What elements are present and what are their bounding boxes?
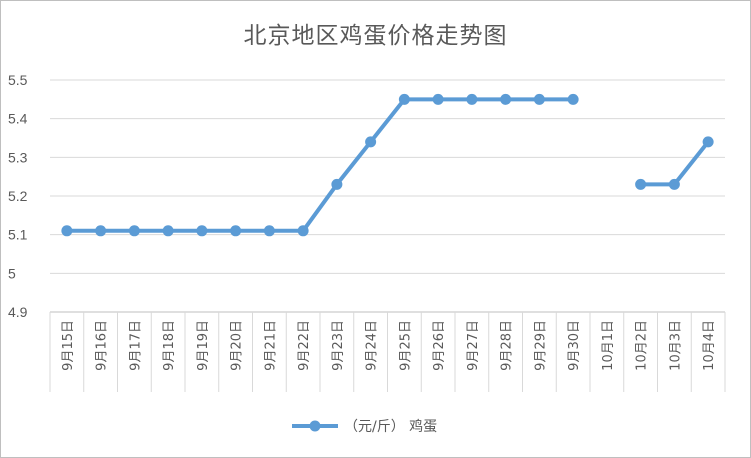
data-point: [95, 225, 107, 237]
x-tick-label: 9月19日: [196, 320, 211, 371]
data-point: [162, 225, 174, 237]
x-axis-ticks: 9月15日 9月16日 9月17日 9月18日 9月19日 9月20日 9月21日 9月22日…: [61, 320, 717, 371]
x-tick-label: 9月17日: [128, 320, 143, 371]
data-point: [297, 225, 309, 237]
data-point: [500, 93, 512, 105]
gridlines: [50, 79, 725, 274]
data-point: [365, 136, 377, 148]
x-tick-label: 9月30日: [567, 320, 582, 371]
x-tick-label: 9月25日: [398, 320, 413, 371]
x-tick-label: 9月18日: [162, 320, 177, 371]
x-tick-label: 9月23日: [331, 320, 346, 371]
data-point: [61, 225, 73, 237]
data-point: [432, 93, 444, 105]
x-tick-label: 9月28日: [500, 320, 515, 371]
data-point: [567, 93, 579, 105]
data-point: [196, 225, 208, 237]
data-point: [533, 93, 545, 105]
data-point: [635, 178, 647, 190]
y-tick-label: 4.9: [8, 304, 28, 320]
data-point: [331, 178, 343, 190]
x-tick-label: 9月26日: [432, 320, 447, 371]
series-line: [638, 139, 711, 187]
x-tick-label: 10月1日: [601, 320, 616, 371]
x-tick-label: 10月2日: [635, 320, 650, 371]
data-point: [466, 93, 478, 105]
x-tick-label: 9月29日: [533, 320, 548, 371]
x-tick-label: 9月20日: [230, 320, 245, 371]
x-tick-label: 9月24日: [365, 320, 380, 371]
data-point: [263, 225, 275, 237]
legend-label: （元/斤） 鸡蛋: [344, 418, 437, 435]
data-point: [668, 178, 680, 190]
y-tick-label: 5: [8, 265, 16, 281]
data-point: [702, 136, 714, 148]
y-tick-label: 5.2: [8, 188, 28, 204]
y-tick-label: 5.1: [8, 227, 28, 243]
data-point: [398, 93, 410, 105]
x-tick-label: 9月27日: [466, 320, 481, 371]
x-tick-label: 10月3日: [668, 320, 683, 371]
x-tick-label: 9月16日: [95, 320, 110, 371]
y-tick-label: 5.4: [8, 111, 28, 127]
legend: （元/斤） 鸡蛋: [292, 418, 437, 435]
series-line: [64, 97, 576, 233]
y-axis-ticks: 4.9 5 5.1 5.2 5.3 5.4 5.5: [8, 72, 28, 320]
y-tick-label: 5.5: [8, 72, 28, 88]
series-egg: [61, 93, 714, 237]
legend-point-marker: [309, 420, 321, 432]
x-tick-label: 9月15日: [61, 320, 76, 371]
data-point: [128, 225, 140, 237]
chart-title: 北京地区鸡蛋价格走势图: [243, 23, 508, 49]
x-tick-label: 10月4日: [702, 320, 717, 371]
y-tick-label: 5.3: [8, 149, 28, 165]
data-point: [230, 225, 242, 237]
x-tick-label: 9月22日: [297, 320, 312, 371]
x-tick-label: 9月21日: [263, 320, 278, 371]
x-axis: [49, 311, 726, 392]
